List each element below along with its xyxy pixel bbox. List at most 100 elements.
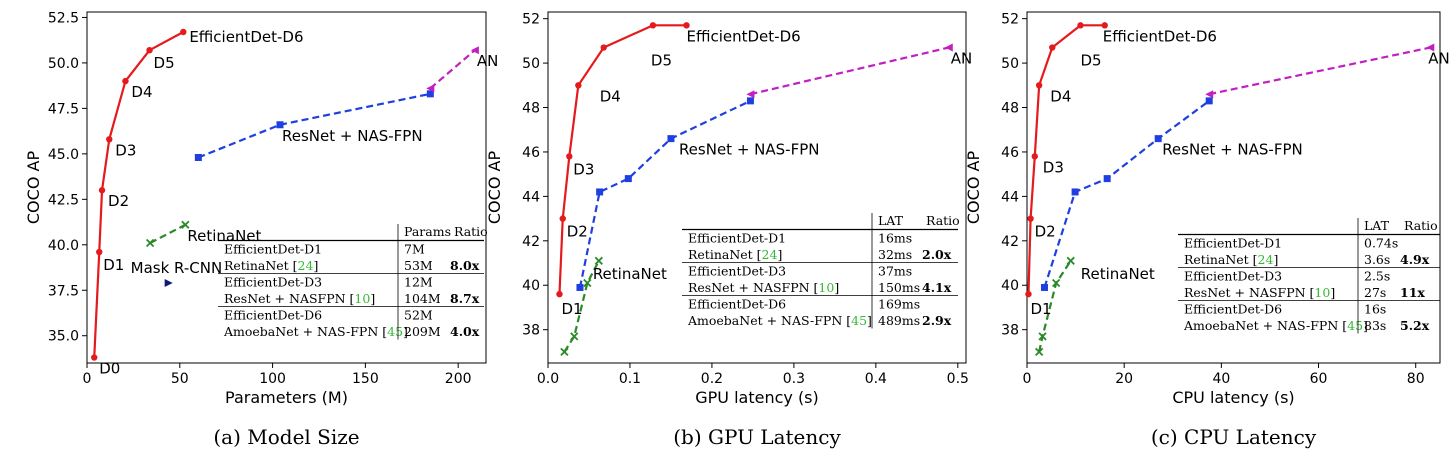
table-model-name: RetinaNet [24] — [1184, 252, 1278, 267]
table-value: 27s — [1364, 285, 1386, 300]
comparison-table: LAT Ratio EfficientDet-D1 0.74s RetinaNet [2… — [1178, 218, 1440, 334]
series-line-amoeba — [750, 46, 950, 96]
annotation-label: AN — [951, 50, 972, 68]
y-tick-label: 50 — [522, 56, 540, 72]
data-point-efficientdet — [1025, 290, 1032, 298]
table-model-name: EfficientDet-D6 — [688, 297, 786, 312]
table-header: Ratio — [454, 224, 488, 239]
y-tick-label: 40.0 — [48, 238, 79, 254]
table-model-name: EfficientDet-D3 — [224, 275, 322, 290]
table-ratio: 2.9x — [922, 313, 952, 328]
annotation-label: Mask R-CNN — [131, 259, 223, 277]
x-tick-label: 0.4 — [865, 371, 887, 387]
data-point-efficientdet — [98, 187, 106, 194]
x-tick-label: 150 — [352, 371, 379, 387]
y-tick-label: 52 — [522, 12, 540, 28]
x-axis-label: Parameters (M) — [225, 388, 348, 407]
annotation-label: D2 — [1035, 223, 1056, 241]
y-tick-label: 40 — [1001, 278, 1019, 294]
comparison-table: LAT Ratio EfficientDet-D1 16ms RetinaNet [24… — [682, 213, 960, 329]
data-point-amoeba — [470, 46, 479, 55]
annotation-label: AN — [1428, 50, 1449, 68]
data-point-efficientdet — [146, 46, 153, 54]
data-point-efficientdet — [1031, 153, 1038, 160]
y-axis-label: COCO AP — [485, 151, 504, 225]
data-point-retinanet — [181, 220, 190, 229]
table-value: 53M — [404, 258, 433, 273]
table-model-name: AmoebaNet + NAS-FPN [45] — [223, 324, 408, 339]
data-point-retinanet — [583, 278, 592, 288]
data-point-efficientdet — [96, 248, 103, 256]
y-tick-label: 35.0 — [48, 329, 79, 345]
y-tick-label: 48 — [522, 101, 540, 117]
annotation-label: D5 — [651, 52, 672, 70]
table-value: 169ms — [878, 297, 920, 312]
data-point-efficientdet — [566, 153, 573, 160]
x-tick-label: 0.1 — [619, 371, 641, 387]
data-point-retinanet — [1052, 278, 1061, 288]
data-point-maskrcnn — [164, 278, 173, 287]
data-point-resnet — [276, 121, 284, 129]
annotation-label: D1 — [1030, 300, 1051, 318]
annotation-label: D5 — [154, 54, 175, 72]
table-ratio: 8.0x — [450, 258, 480, 273]
y-axis-label: COCO AP — [964, 151, 983, 225]
table-value: 32ms — [878, 247, 912, 262]
table-value: 489ms — [878, 313, 920, 328]
x-tick-label: 40 — [1212, 371, 1230, 387]
annotation-label: D2 — [108, 192, 129, 210]
plot-frame — [1026, 11, 1441, 364]
table-value: 52M — [404, 308, 433, 323]
annotation-label: D5 — [1080, 52, 1101, 70]
table-ratio: 11x — [1400, 285, 1425, 300]
x-axis-label: CPU latency (s) — [1172, 388, 1294, 407]
annotation-label: D2 — [567, 223, 588, 241]
table-ratio: 4.0x — [450, 324, 480, 339]
chart-panel-3: 0 20 40 60 80 38 40 42 44 46 48 50 52 CPU latency (s)… — [964, 11, 1450, 449]
data-point-amoeba — [746, 90, 755, 99]
y-tick-label: 37.5 — [48, 283, 79, 299]
annotation-label: AN — [477, 52, 498, 70]
table-model-name: ResNet + NASFPN [10] — [688, 280, 839, 295]
y-axis-label: COCO AP — [24, 151, 43, 225]
data-point-resnet — [1205, 97, 1213, 105]
y-tick-label: 40 — [522, 278, 540, 294]
table-header: LAT — [1364, 218, 1390, 233]
table-header: Ratio — [1404, 218, 1438, 233]
table-model-name: EfficientDet-D1 — [224, 242, 322, 257]
y-tick-label: 47.5 — [48, 101, 79, 117]
table-value: 3.6s — [1364, 252, 1390, 267]
annotation-label: D3 — [573, 160, 594, 178]
table-ratio: 8.7x — [450, 291, 480, 306]
data-point-retinanet — [1035, 347, 1044, 357]
y-tick-label: 42.5 — [48, 192, 79, 208]
table-value: 7M — [404, 242, 425, 257]
table-value: 12M — [404, 275, 433, 290]
data-point-efficientdet — [122, 77, 129, 85]
table-model-name: AmoebaNet + NAS-FPN [45] — [687, 313, 872, 328]
table-model-name: EfficientDet-D3 — [1184, 269, 1282, 284]
y-tick-label: 45.0 — [48, 147, 79, 163]
annotation-label: D1 — [561, 300, 582, 318]
x-tick-label: 0 — [1023, 371, 1032, 387]
table-model-name: RetinaNet [24] — [688, 247, 782, 262]
series-line-retinanet — [563, 260, 600, 353]
annotation-label: EfficientDet-D6 — [687, 27, 801, 45]
data-point-resnet — [1071, 188, 1079, 196]
table-model-name: RetinaNet [24] — [224, 258, 318, 273]
x-axis-label: GPU latency (s) — [695, 388, 819, 407]
x-tick-label: 60 — [1310, 371, 1328, 387]
table-header: Params — [404, 224, 451, 239]
data-point-retinanet — [594, 256, 603, 265]
annotation-label: D4 — [600, 87, 621, 105]
series-line-amoeba — [429, 49, 476, 90]
table-model-name: ResNet + NASFPN [10] — [1184, 285, 1335, 300]
annotation-label: EfficientDet-D6 — [1103, 27, 1217, 45]
table-model-name: EfficientDet-D6 — [1184, 302, 1282, 317]
data-point-efficientdet — [575, 82, 582, 89]
chart-panel-2: 0.0 0.1 0.2 0.3 0.4 0.5 38 40 42 44 46 48 50 52 GPU la… — [485, 11, 972, 449]
series-line-resnet — [197, 92, 431, 159]
table-ratio: 4.1x — [922, 280, 952, 295]
data-point-efficientdet — [600, 44, 607, 51]
annotation-label: D4 — [1050, 87, 1071, 105]
